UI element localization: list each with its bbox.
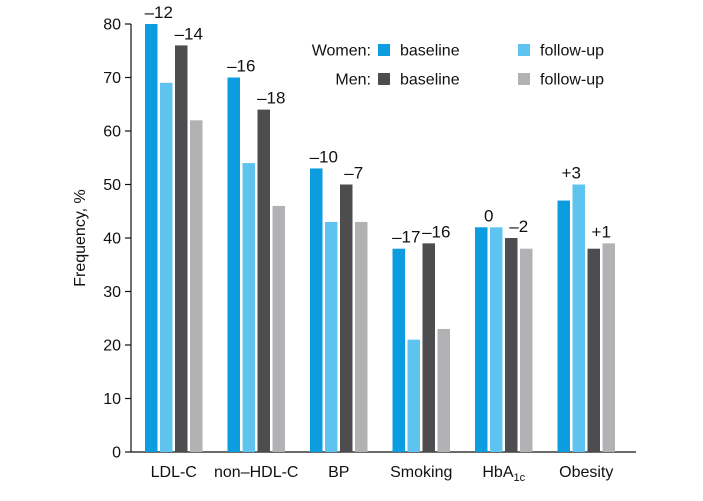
change-label-men: +1 (592, 222, 611, 241)
bar-men-follow-up-5 (602, 243, 615, 452)
bar-women-follow-up-4 (490, 227, 503, 452)
bar-women-baseline-1 (227, 77, 240, 452)
legend-item-label: follow-up (540, 43, 604, 60)
legend-swatch (378, 73, 390, 85)
category-label: Smoking (390, 464, 452, 481)
y-tick-label: 70 (103, 70, 121, 87)
bar-men-follow-up-1 (272, 205, 285, 452)
y-tick-label: 40 (103, 231, 121, 248)
bar-women-follow-up-5 (572, 184, 585, 452)
change-label-women: 0 (484, 206, 493, 225)
y-tick-label: 20 (103, 338, 121, 355)
bar-women-follow-up-0 (160, 82, 173, 452)
bar-women-baseline-0 (145, 24, 158, 452)
category-label-text: BP (328, 464, 349, 481)
legend: Women: baseline follow-up Men: baseline follo… (312, 43, 604, 89)
legend-swatch (378, 44, 390, 56)
category-label-text: Obesity (559, 464, 613, 481)
change-label-women: –16 (227, 57, 255, 76)
category-label-text: HbA (482, 464, 513, 481)
y-tick-label: 0 (112, 445, 121, 462)
bar-women-follow-up-1 (242, 163, 255, 452)
bar-men-baseline-4 (505, 238, 518, 452)
category-label-subscript: 1c (514, 472, 526, 484)
change-label-women: +3 (562, 164, 581, 183)
change-label-women: –17 (392, 228, 420, 247)
change-annotations: –12–14–16–18–10–7–17 –160–2+3+1 (145, 3, 611, 247)
legend-swatch (518, 44, 530, 56)
y-tick-label: 50 (103, 177, 121, 194)
bar-women-follow-up-3 (407, 339, 420, 452)
change-label-men: –14 (175, 24, 203, 43)
bar-women-baseline-5 (557, 200, 570, 452)
bar-men-follow-up-2 (355, 221, 368, 452)
bar-men-follow-up-3 (437, 328, 450, 452)
category-label: HbA1c (482, 464, 525, 484)
change-label-men: –2 (509, 217, 528, 236)
bar-women-baseline-3 (392, 248, 405, 452)
change-label-men: –7 (344, 164, 363, 183)
category-label: Obesity (559, 464, 613, 481)
bar-men-baseline-3 (422, 243, 435, 452)
bar-men-baseline-2 (340, 184, 353, 452)
y-tick-label: 10 (103, 391, 121, 408)
change-label-women: –12 (145, 3, 173, 22)
category-label: non–HDL-C (214, 464, 298, 481)
bar-women-follow-up-2 (325, 221, 338, 452)
y-tick-label: 60 (103, 124, 121, 141)
legend-item-label: baseline (400, 43, 460, 60)
legend-group-label: Men: (335, 72, 371, 89)
bar-women-baseline-2 (310, 168, 323, 452)
bar-men-baseline-1 (257, 109, 270, 452)
legend-swatch (518, 73, 530, 85)
legend-group-label: Women: (312, 43, 371, 60)
change-label-men: –18 (257, 89, 285, 108)
y-axis-ticks: 0 10 20 30 40 50 60 70 80 (103, 17, 131, 462)
category-label: BP (328, 464, 349, 481)
bar-men-follow-up-4 (520, 248, 533, 452)
bar-women-baseline-4 (475, 227, 488, 452)
bar-men-follow-up-0 (190, 120, 203, 453)
bar-men-baseline-5 (587, 248, 600, 452)
y-tick-label: 80 (103, 17, 121, 34)
legend-item-label: baseline (400, 72, 460, 89)
category-label-text: LDL-C (151, 464, 197, 481)
bar-men-baseline-0 (175, 45, 188, 453)
category-label-text: Smoking (390, 464, 452, 481)
category-label: LDL-C (151, 464, 197, 481)
bars (145, 24, 615, 453)
legend-item-label: follow-up (540, 72, 604, 89)
category-label-text: non–HDL-C (214, 464, 298, 481)
y-axis-title: Frequency, % (72, 189, 89, 287)
y-tick-label: 30 (103, 284, 121, 301)
x-axis-categories: LDL-C non–HDL-C BP Smoking HbA1c Obesity (151, 464, 614, 484)
change-label-women: –10 (310, 147, 338, 166)
change-label-men: –16 (422, 222, 450, 241)
